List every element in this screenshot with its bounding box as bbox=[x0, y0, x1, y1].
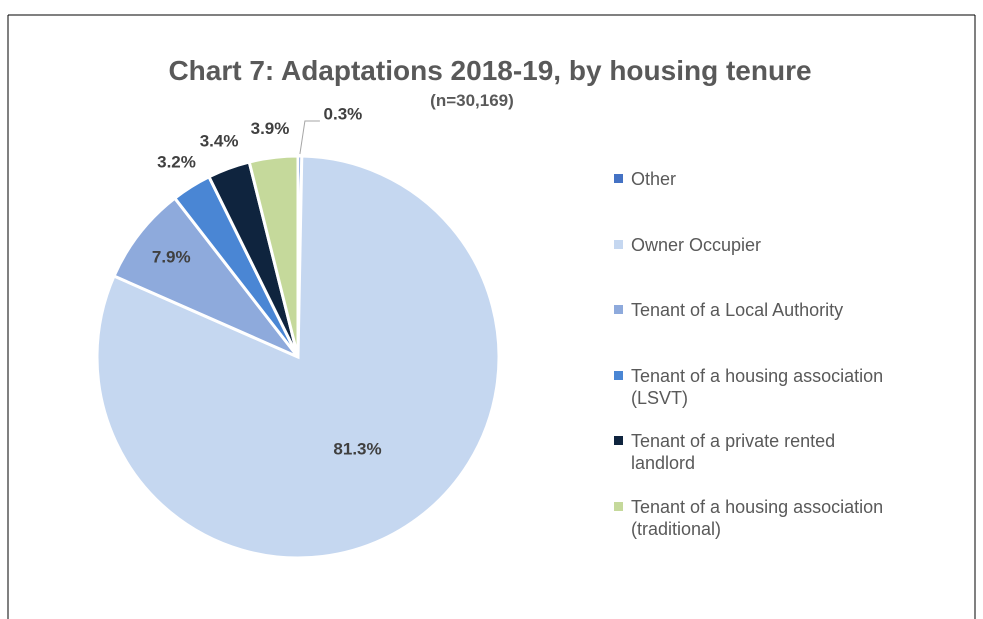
legend-swatch bbox=[614, 501, 623, 511]
data-label: 3.9% bbox=[251, 119, 290, 138]
legend-entry: Tenant of a housing association (LSVT) bbox=[614, 365, 899, 409]
legend-label: Tenant of a housing association (LSVT) bbox=[631, 365, 884, 408]
legend-label: Other bbox=[631, 169, 677, 189]
legend-entry: Tenant of a private rented landlord bbox=[614, 430, 899, 474]
legend-entry: Owner Occupier bbox=[614, 234, 899, 256]
legend-label: Owner Occupier bbox=[631, 234, 762, 255]
pie-slice bbox=[247, 154, 300, 358]
leader-line bbox=[299, 120, 320, 155]
chart-title: Chart 7: Adaptations 2018-19, by housing… bbox=[168, 55, 811, 86]
legend-swatch bbox=[614, 305, 623, 314]
pie-slice bbox=[112, 196, 300, 359]
legend-swatch bbox=[614, 174, 623, 183]
legend-entry: Tenant of a Local Authority bbox=[614, 299, 899, 321]
data-label: 0.3% bbox=[324, 104, 363, 123]
data-label: 7.9% bbox=[152, 248, 191, 267]
chart-subtitle: (n=30,169) bbox=[430, 91, 514, 110]
legend-label: Tenant of a Local Authority bbox=[631, 300, 844, 320]
data-label: 81.3% bbox=[333, 440, 381, 459]
legend-swatch bbox=[614, 239, 623, 249]
legend-swatch bbox=[614, 436, 623, 445]
data-label: 3.4% bbox=[200, 132, 239, 151]
legend-entry: Other bbox=[614, 168, 899, 190]
legend-swatch bbox=[614, 370, 623, 380]
legend-label: Tenant of a private rented landlord bbox=[631, 431, 836, 473]
data-label: 3.2% bbox=[157, 152, 196, 171]
legend-label: Tenant of a housing association (traditi… bbox=[631, 496, 884, 539]
legend: Other Owner Occupier Tenant of a Local Aut… bbox=[614, 0, 904, 619]
legend-entry: Tenant of a housing association (traditi… bbox=[614, 496, 899, 540]
